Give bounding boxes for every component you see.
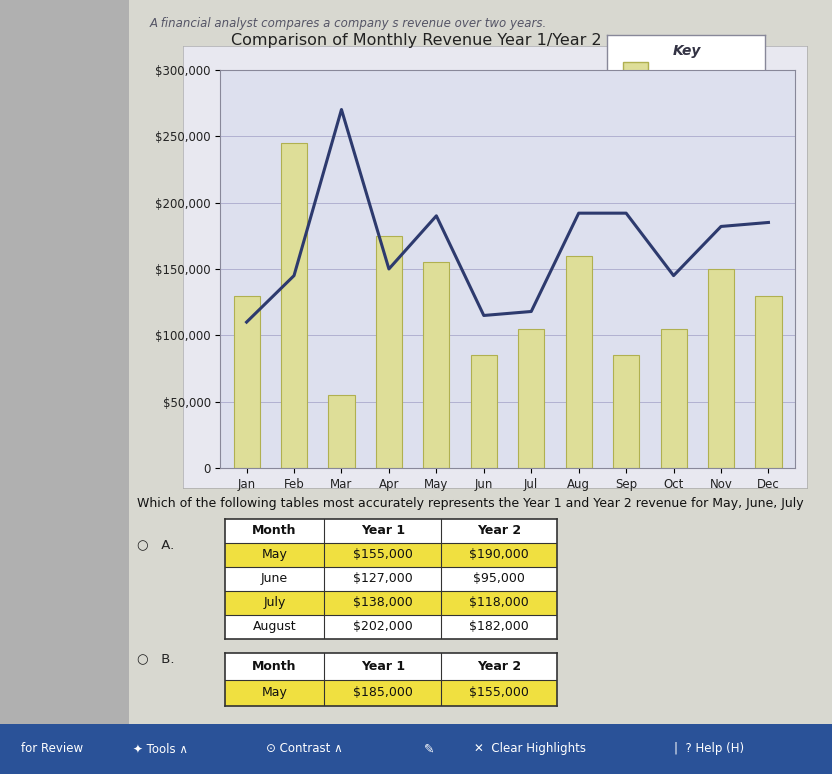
Bar — [708, 269, 734, 468]
Text: May: May — [261, 687, 288, 699]
Text: Year 2: Year 2 — [477, 660, 522, 673]
Bar — [518, 329, 544, 468]
Bar — [755, 296, 781, 468]
Bar — [471, 355, 497, 468]
Text: $182,000: $182,000 — [469, 620, 529, 633]
Text: June: June — [261, 572, 288, 585]
Text: for Review: for Review — [21, 742, 83, 755]
Text: Month: Month — [252, 524, 297, 537]
Text: ○   A.: ○ A. — [137, 538, 175, 551]
Text: Which of the following tables most accurately represents the Year 1 and Year 2 r: Which of the following tables most accur… — [137, 497, 804, 510]
Text: ✦ Tools ∧: ✦ Tools ∧ — [133, 742, 188, 755]
Text: August: August — [253, 620, 296, 633]
Text: Year 1: Year 1 — [360, 524, 405, 537]
Bar — [225, 680, 557, 706]
Bar — [566, 255, 592, 468]
Bar — [329, 396, 354, 468]
Bar — [376, 236, 402, 468]
Text: $155,000: $155,000 — [469, 687, 529, 699]
Bar — [281, 142, 307, 468]
Bar — [423, 262, 449, 468]
Text: Year 1: Year 1 — [660, 69, 701, 82]
Text: $118,000: $118,000 — [469, 596, 529, 609]
Text: Year 2: Year 2 — [660, 118, 701, 132]
Text: $155,000: $155,000 — [353, 548, 413, 561]
Bar — [623, 63, 648, 89]
Text: |  ? Help (H): | ? Help (H) — [674, 742, 744, 755]
Text: Comparison of Monthly Revenue Year 1/Year 2: Comparison of Monthly Revenue Year 1/Yea… — [230, 33, 602, 47]
Bar — [225, 591, 557, 615]
Text: Month: Month — [252, 660, 297, 673]
Text: ○   B.: ○ B. — [137, 652, 175, 665]
Text: A financial analyst compares a company s revenue over two years.: A financial analyst compares a company s… — [150, 17, 547, 30]
Text: ✕  Clear Highlights: ✕ Clear Highlights — [474, 742, 587, 755]
Text: $95,000: $95,000 — [473, 572, 525, 585]
Text: $202,000: $202,000 — [353, 620, 413, 633]
Bar — [225, 543, 557, 567]
Text: $185,000: $185,000 — [353, 687, 413, 699]
Text: ⊙ Contrast ∧: ⊙ Contrast ∧ — [266, 742, 343, 755]
Text: Key: Key — [672, 44, 701, 58]
Text: $138,000: $138,000 — [353, 596, 413, 609]
Bar — [613, 355, 639, 468]
Bar — [234, 296, 260, 468]
Text: $127,000: $127,000 — [353, 572, 413, 585]
Text: Year 2: Year 2 — [477, 524, 522, 537]
Bar — [661, 329, 686, 468]
Text: July: July — [264, 596, 285, 609]
Text: ✎: ✎ — [424, 742, 435, 755]
Text: $190,000: $190,000 — [469, 548, 529, 561]
Text: Year 1: Year 1 — [360, 660, 405, 673]
Text: May: May — [261, 548, 288, 561]
